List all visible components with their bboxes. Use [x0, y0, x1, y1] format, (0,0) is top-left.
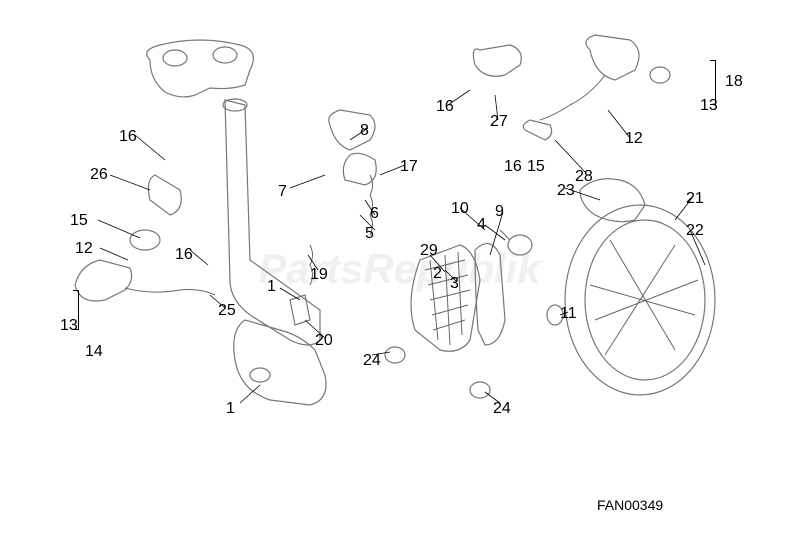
callout-17: 17: [400, 158, 418, 176]
callout-21: 21: [686, 190, 704, 208]
callout-8: 8: [360, 122, 369, 140]
callout-28: 28: [575, 168, 593, 186]
callout-11: 11: [560, 305, 577, 323]
callout-12: 12: [625, 130, 643, 148]
callout-19: 19: [310, 266, 328, 284]
callout-15: 15: [527, 158, 545, 176]
callout-24: 24: [493, 400, 511, 418]
callout-24: 24: [363, 352, 381, 370]
callout-16: 16: [436, 98, 454, 116]
callout-16: 16: [119, 128, 137, 146]
callout-18: 18: [725, 73, 743, 91]
callout-23: 23: [557, 182, 575, 200]
callout-27: 27: [490, 113, 508, 131]
callout-9: 9: [495, 203, 504, 221]
callout-16: 16: [504, 158, 522, 176]
callout-26: 26: [90, 166, 108, 184]
callout-5: 5: [365, 225, 374, 243]
diagram-id: FAN00349: [597, 497, 663, 513]
callout-13: 13: [700, 97, 718, 115]
callout-25: 25: [218, 302, 236, 320]
callout-3: 3: [450, 275, 459, 293]
parts-diagram-container: PartsRepublik: [0, 0, 799, 538]
parts-sketch: [50, 20, 750, 500]
callout-1: 1: [267, 278, 276, 296]
callout-1: 1: [226, 400, 235, 418]
callout-12: 12: [75, 240, 93, 258]
callout-14: 14: [85, 343, 103, 361]
callout-29: 29: [420, 242, 438, 260]
callout-13: 13: [60, 317, 78, 335]
callout-2: 2: [433, 265, 442, 283]
callout-20: 20: [315, 332, 333, 350]
callout-16: 16: [175, 246, 193, 264]
callout-7: 7: [278, 183, 287, 201]
callout-10: 10: [451, 200, 469, 218]
callout-15: 15: [70, 212, 88, 230]
callout-4: 4: [477, 216, 486, 234]
callout-22: 22: [686, 222, 704, 240]
callout-6: 6: [370, 205, 379, 223]
